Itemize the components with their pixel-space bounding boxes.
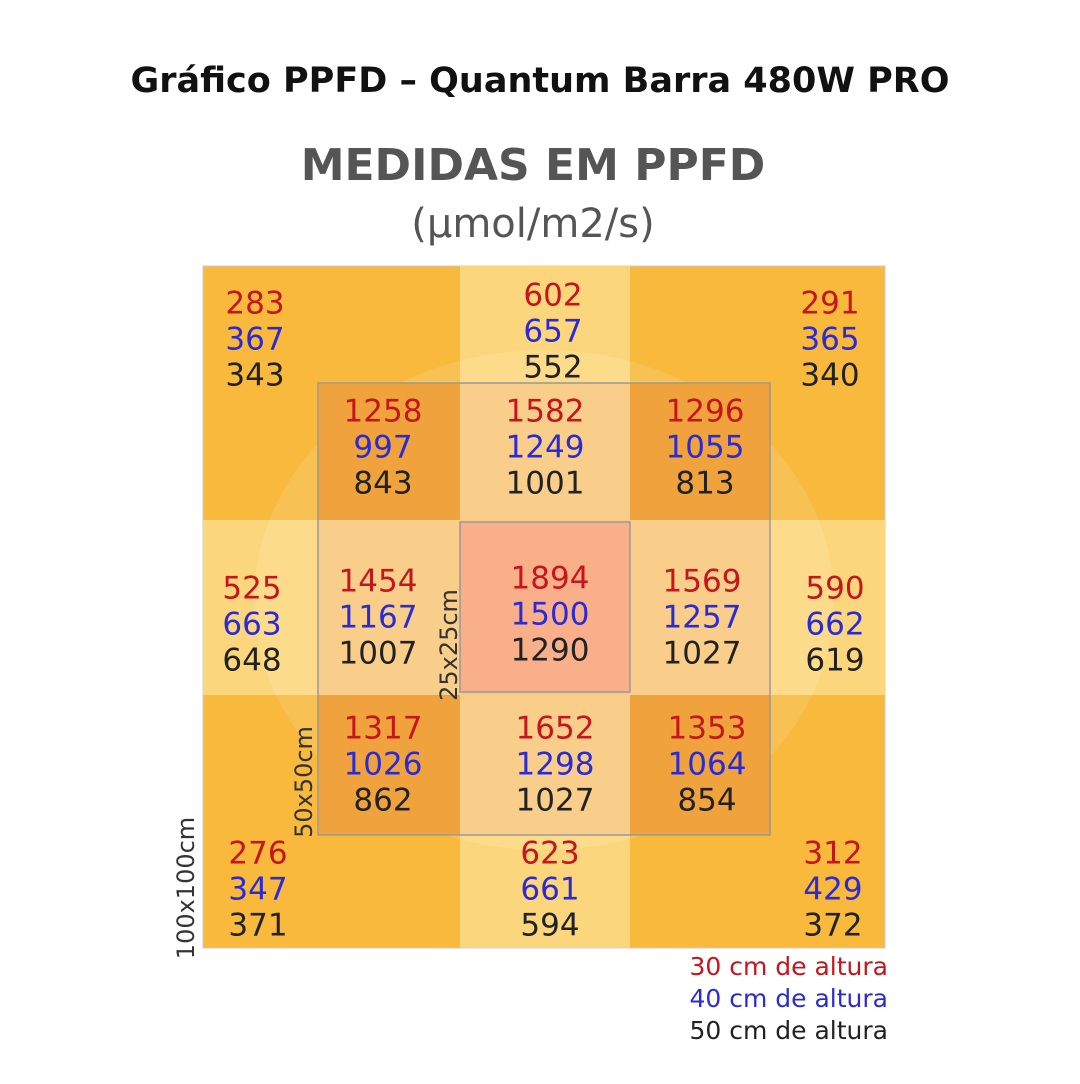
ppfd-value: 1026: [344, 747, 423, 783]
ppfd-value: 429: [803, 872, 862, 908]
ppfd-value: 594: [520, 908, 579, 944]
ppfd-value: 1167: [339, 600, 418, 636]
unit: (µmol/m2/s): [411, 201, 654, 247]
ppfd-value: 862: [353, 783, 412, 819]
legend-item: 30 cm de altura: [689, 952, 888, 981]
ppfd-value: 283: [225, 286, 284, 322]
ppfd-value: 340: [800, 358, 859, 394]
ppfd-value: 291: [800, 286, 859, 322]
ppfd-value: 343: [225, 358, 284, 394]
ppfd-value: 648: [222, 643, 281, 679]
ppfd-value: 1500: [511, 597, 590, 633]
ppfd-value: 1353: [668, 711, 747, 747]
ppfd-value: 367: [225, 322, 284, 358]
ppfd-value: 365: [800, 322, 859, 358]
ppfd-value: 1064: [668, 747, 747, 783]
ppfd-value: 1055: [666, 430, 745, 466]
ppfd-value: 619: [805, 643, 864, 679]
ppfd-value: 661: [520, 872, 579, 908]
grid-background: [202, 265, 886, 949]
ppfd-value: 590: [805, 571, 864, 607]
ppfd-value: 1296: [666, 394, 745, 430]
ppfd-value: 312: [803, 836, 862, 872]
ppfd-value: 1317: [344, 711, 423, 747]
ppfd-value: 371: [228, 908, 287, 944]
ppfd-value: 1582: [506, 394, 585, 430]
ppfd-value: 1454: [339, 564, 418, 600]
ppfd-value: 1569: [663, 564, 742, 600]
size-label: 50x50cm: [290, 726, 318, 838]
heading: MEDIDAS EM PPFD: [301, 140, 766, 191]
ppfd-value: 663: [222, 607, 281, 643]
ppfd-value: 997: [353, 430, 412, 466]
ppfd-value: 602: [523, 278, 582, 314]
ppfd-value: 657: [523, 314, 582, 350]
ppfd-value: 623: [520, 836, 579, 872]
legend-item: 50 cm de altura: [689, 1016, 888, 1045]
ppfd-value: 843: [353, 466, 412, 502]
ppfd-value: 1257: [663, 600, 742, 636]
size-label: 25x25cm: [435, 589, 463, 701]
ppfd-value: 1258: [344, 394, 423, 430]
ppfd-value: 276: [228, 836, 287, 872]
ppfd-value: 1001: [506, 466, 585, 502]
legend-item: 40 cm de altura: [689, 984, 888, 1013]
title: Gráfico PPFD – Quantum Barra 480W PRO: [131, 61, 950, 101]
ppfd-value: 1027: [663, 636, 742, 672]
ppfd-value: 347: [228, 872, 287, 908]
ppfd-value: 372: [803, 908, 862, 944]
ppfd-value: 662: [805, 607, 864, 643]
ppfd-value: 1027: [516, 783, 595, 819]
ppfd-value: 1894: [511, 561, 590, 597]
ppfd-value: 1007: [339, 636, 418, 672]
ppfd-value: 552: [523, 350, 582, 386]
ppfd-value: 813: [675, 466, 734, 502]
ppfd-value: 525: [222, 571, 281, 607]
ppfd-value: 1290: [511, 633, 590, 669]
ppfd-value: 1249: [506, 430, 585, 466]
ppfd-value: 1652: [516, 711, 595, 747]
ppfd-value: 1298: [516, 747, 595, 783]
size-label: 100x100cm: [172, 817, 200, 959]
ppfd-value: 854: [677, 783, 736, 819]
